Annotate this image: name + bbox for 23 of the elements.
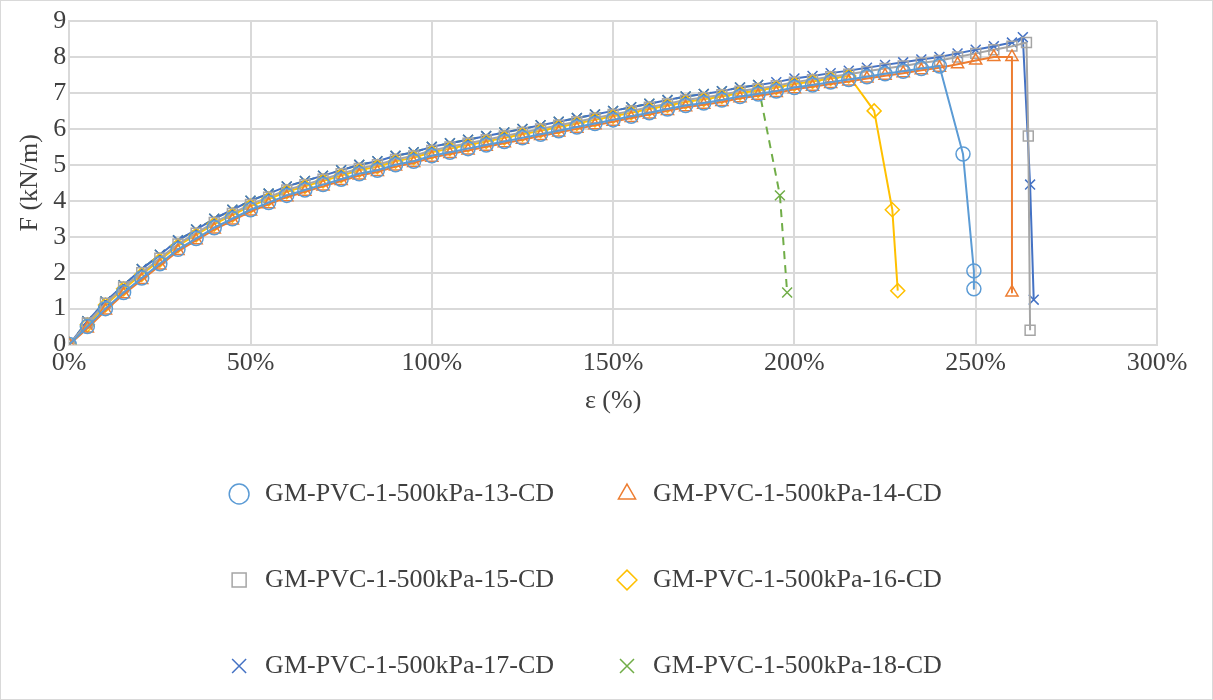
legend-label: GM-PVC-1-500kPa-15-CD	[265, 563, 555, 593]
legend-label: GM-PVC-1-500kPa-13-CD	[265, 477, 555, 507]
y-tick-label: 6	[53, 112, 67, 142]
x-tick-label: 100%	[401, 347, 463, 377]
y-tick-label: 2	[53, 256, 67, 286]
y-tick-label: 7	[53, 76, 67, 106]
x-tick-label: 250%	[945, 347, 1007, 377]
x-tick-label: 150%	[582, 347, 644, 377]
y-tick-label: 8	[53, 40, 67, 70]
y-tick-label: 4	[53, 184, 67, 214]
x-tick-label: 50%	[226, 347, 275, 377]
y-axis-title: F (kN/m)	[14, 134, 44, 232]
x-tick-label: 300%	[1126, 347, 1188, 377]
y-tick-label: 5	[53, 148, 67, 178]
y-tick-label: 3	[53, 220, 67, 250]
x-axis-title: ε (%)	[584, 385, 642, 415]
x-tick-label: 200%	[764, 347, 825, 377]
legend-label: GM-PVC-1-500kPa-16-CD	[653, 563, 942, 593]
legend-label: GM-PVC-1-500kPa-18-CD	[653, 649, 942, 679]
legend-label: GM-PVC-1-500kPa-14-CD	[653, 477, 942, 507]
legend-label: GM-PVC-1-500kPa-17-CD	[265, 649, 555, 679]
y-tick-label: 9	[53, 4, 67, 34]
y-tick-label: 1	[53, 292, 67, 322]
